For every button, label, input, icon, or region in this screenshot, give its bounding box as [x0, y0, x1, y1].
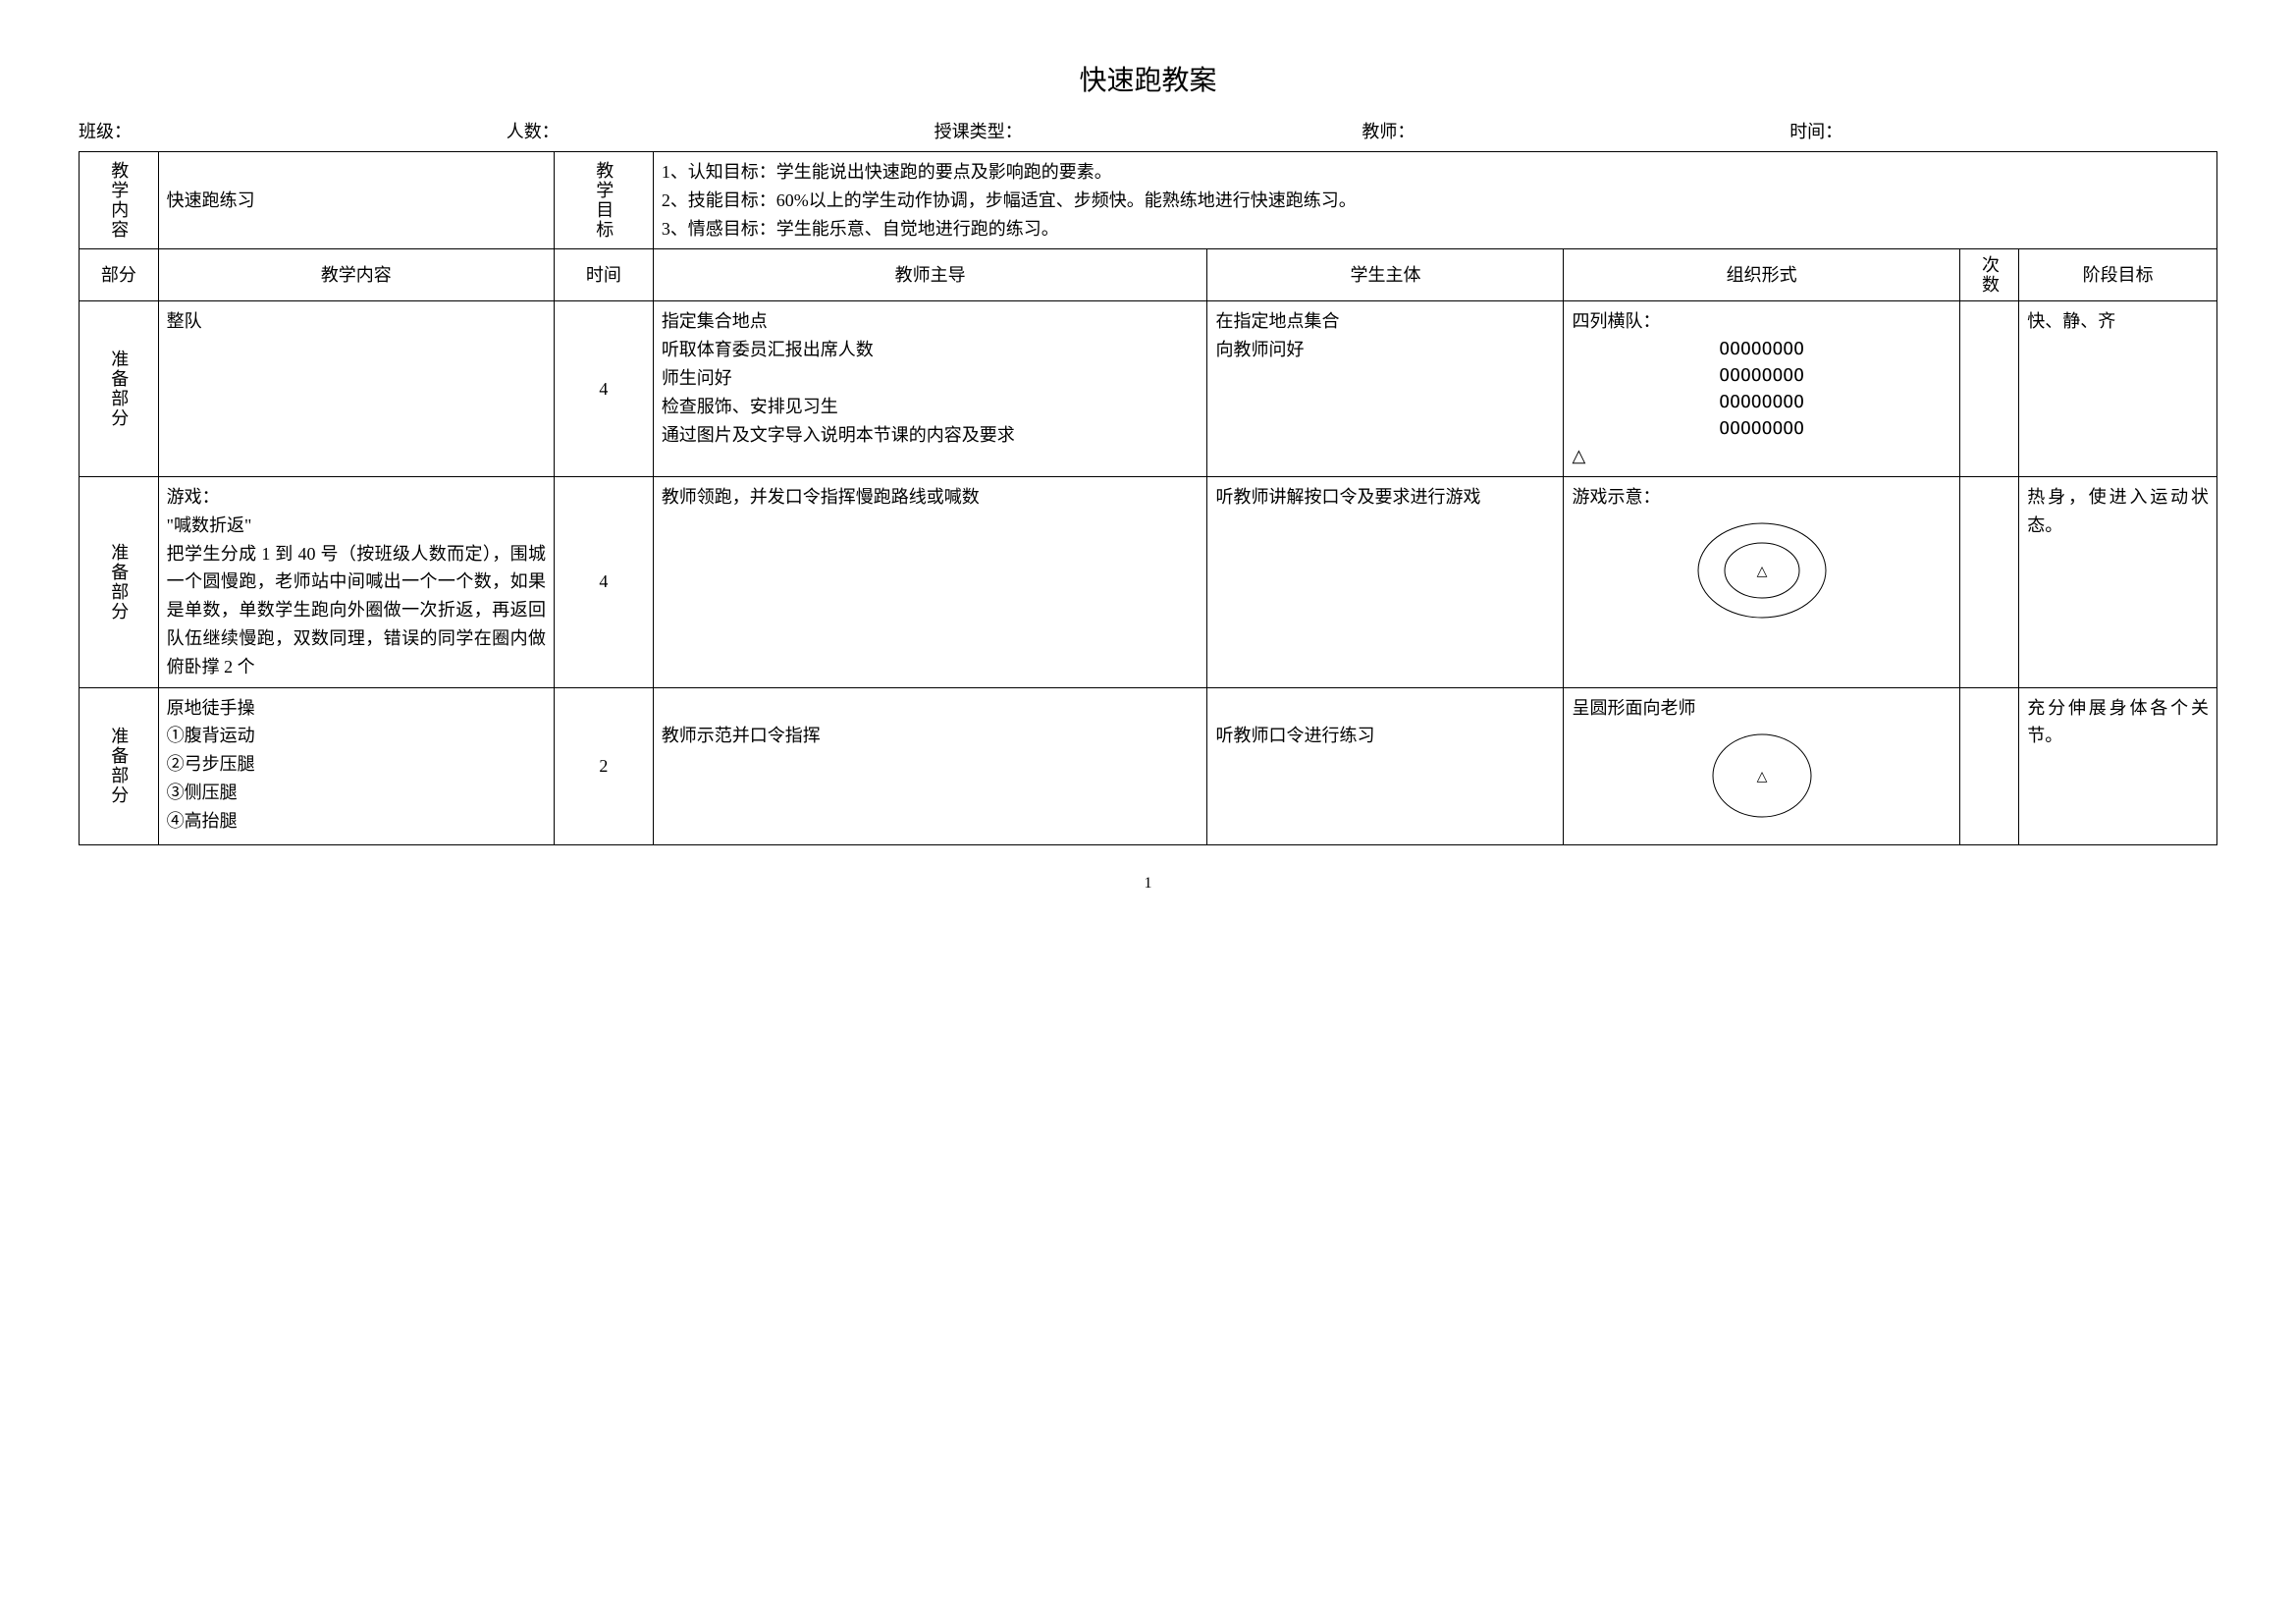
page-number: 1 — [79, 875, 2217, 893]
single-circle-diagram: △ — [1572, 722, 1950, 839]
time-cell: 2 — [554, 687, 653, 845]
content-label-cell: 教学内容 — [80, 152, 159, 249]
col-org: 组织形式 — [1564, 249, 1959, 301]
page-title: 快速跑教案 — [79, 59, 2217, 98]
org-cell: 游戏示意： △ — [1564, 476, 1959, 687]
triangle-symbol: △ — [1572, 442, 1950, 470]
content-cell: 整队 — [158, 301, 554, 477]
section-cell: 准备部分 — [80, 687, 159, 845]
col-count: 次数 — [1959, 249, 2019, 301]
teacher-label: 教师： — [1362, 118, 1789, 143]
goals-cell: 1、认知目标：学生能说出快速跑的要点及影响跑的要素。 2、技能目标：60%以上的… — [653, 152, 2216, 249]
col-section: 部分 — [80, 249, 159, 301]
goal-line-1: 1、认知目标：学生能说出快速跑的要点及影响跑的要素。 — [662, 158, 2209, 187]
section-cell: 准备部分 — [80, 301, 159, 477]
count-cell — [1959, 476, 2019, 687]
content-value-cell: 快速跑练习 — [158, 152, 554, 249]
meta-row: 教学内容 快速跑练习 教学目标 1、认知目标：学生能说出快速跑的要点及影响跑的要… — [80, 152, 2217, 249]
student-cell: 在指定地点集合 向教师问好 — [1207, 301, 1564, 477]
org-cell: 四列横队： OOOOOOOO OOOOOOOO OOOOOOOO OOOOOOO… — [1564, 301, 1959, 477]
student-cell: 听教师讲解按口令及要求进行游戏 — [1207, 476, 1564, 687]
table-row: 准备部分 原地徒手操 ①腹背运动 ②弓步压腿 ③侧压腿 ④高抬腿 2 教师示范并… — [80, 687, 2217, 845]
teacher-cell: 教师示范并口令指挥 — [653, 687, 1207, 845]
double-circle-diagram: △ — [1572, 512, 1950, 638]
teacher-cell: 教师领跑，并发口令指挥慢跑路线或喊数 — [653, 476, 1207, 687]
column-header-row: 部分 教学内容 时间 教师主导 学生主体 组织形式 次数 阶段目标 — [80, 249, 2217, 301]
table-row: 准备部分 整队 4 指定集合地点 听取体育委员汇报出席人数 师生问好 检查服饰、… — [80, 301, 2217, 477]
student-cell: 听教师口令进行练习 — [1207, 687, 1564, 845]
lesson-plan-table: 教学内容 快速跑练习 教学目标 1、认知目标：学生能说出快速跑的要点及影响跑的要… — [79, 151, 2217, 845]
col-goal: 阶段目标 — [2019, 249, 2217, 301]
header-row: 班级： 人数： 授课类型： 教师： 时间： — [79, 118, 2217, 143]
count-cell — [1959, 301, 2019, 477]
time-cell: 4 — [554, 301, 653, 477]
table-row: 准备部分 游戏： "喊数折返" 把学生分成 1 到 40 号（按班级人数而定），… — [80, 476, 2217, 687]
goal-cell: 热身，使进入运动状态。 — [2019, 476, 2217, 687]
count-cell — [1959, 687, 2019, 845]
col-content: 教学内容 — [158, 249, 554, 301]
time-label: 时间： — [1789, 118, 2217, 143]
goal-cell: 充分伸展身体各个关节。 — [2019, 687, 2217, 845]
teacher-cell: 指定集合地点 听取体育委员汇报出席人数 师生问好 检查服饰、安排见习生 通过图片… — [653, 301, 1207, 477]
goal-line-2: 2、技能目标：60%以上的学生动作协调，步幅适宜、步频快。能熟练地进行快速跑练习… — [662, 187, 2209, 215]
org-text: 四列横队： — [1572, 307, 1950, 336]
count-label: 人数： — [507, 118, 934, 143]
org-cell: 呈圆形面向老师 △ — [1564, 687, 1959, 845]
col-student: 学生主体 — [1207, 249, 1564, 301]
content-cell: 原地徒手操 ①腹背运动 ②弓步压腿 ③侧压腿 ④高抬腿 — [158, 687, 554, 845]
formation-diagram: OOOOOOOO OOOOOOOO OOOOOOOO OOOOOOOO — [1572, 336, 1950, 442]
type-label: 授课类型： — [934, 118, 1362, 143]
goal-cell: 快、静、齐 — [2019, 301, 2217, 477]
time-cell: 4 — [554, 476, 653, 687]
col-teacher: 教师主导 — [653, 249, 1207, 301]
org-text: 呈圆形面向老师 — [1572, 694, 1950, 723]
content-cell: 游戏： "喊数折返" 把学生分成 1 到 40 号（按班级人数而定），围城一个圆… — [158, 476, 554, 687]
class-label: 班级： — [79, 118, 507, 143]
svg-text:△: △ — [1756, 770, 1767, 785]
org-text: 游戏示意： — [1572, 483, 1950, 512]
section-cell: 准备部分 — [80, 476, 159, 687]
goal-label-cell: 教学目标 — [554, 152, 653, 249]
col-time: 时间 — [554, 249, 653, 301]
goal-line-3: 3、情感目标：学生能乐意、自觉地进行跑的练习。 — [662, 215, 2209, 244]
svg-text:△: △ — [1756, 565, 1767, 579]
